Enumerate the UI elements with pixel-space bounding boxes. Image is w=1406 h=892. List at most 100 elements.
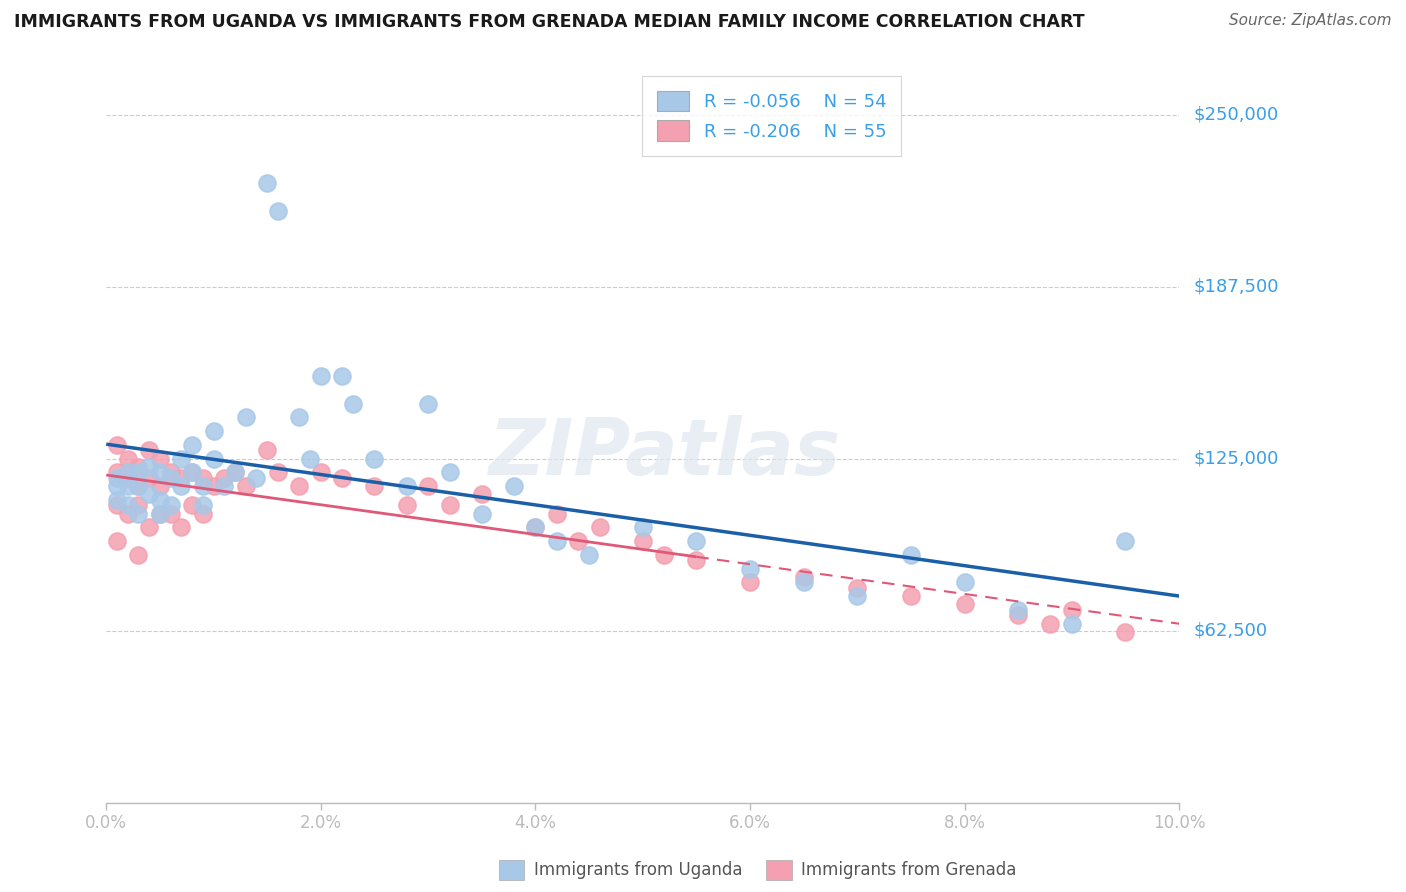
- Text: Immigrants from Grenada: Immigrants from Grenada: [801, 861, 1017, 879]
- Point: [117, 479, 139, 493]
- Point: [138, 443, 160, 458]
- Point: [105, 492, 128, 507]
- Point: [149, 451, 172, 466]
- Point: [170, 520, 193, 534]
- Point: [846, 581, 869, 595]
- Point: [105, 479, 128, 493]
- Point: [900, 548, 922, 562]
- Point: [191, 499, 214, 513]
- Point: [117, 499, 139, 513]
- Point: [138, 471, 160, 485]
- Point: [149, 507, 172, 521]
- Point: [127, 479, 149, 493]
- Text: $125,000: $125,000: [1194, 450, 1278, 467]
- Point: [224, 466, 246, 480]
- Point: [793, 575, 815, 590]
- Point: [202, 479, 225, 493]
- Point: [202, 451, 225, 466]
- Point: [738, 575, 761, 590]
- Point: [288, 479, 311, 493]
- Point: [685, 553, 707, 567]
- Point: [159, 507, 181, 521]
- Point: [181, 438, 204, 452]
- Point: [181, 499, 204, 513]
- Point: [288, 410, 311, 425]
- Point: [105, 438, 128, 452]
- Point: [546, 534, 568, 549]
- Point: [471, 487, 494, 501]
- Point: [224, 466, 246, 480]
- Point: [738, 562, 761, 576]
- Point: [127, 507, 149, 521]
- Point: [149, 479, 172, 493]
- Point: [1060, 616, 1083, 631]
- Legend: R = -0.056    N = 54, R = -0.206    N = 55: R = -0.056 N = 54, R = -0.206 N = 55: [643, 76, 901, 156]
- Point: [256, 177, 278, 191]
- Point: [170, 471, 193, 485]
- Point: [524, 520, 547, 534]
- Point: [149, 492, 172, 507]
- Point: [524, 520, 547, 534]
- Point: [546, 507, 568, 521]
- Point: [138, 487, 160, 501]
- Point: [439, 466, 461, 480]
- Point: [416, 396, 439, 410]
- Point: [105, 466, 128, 480]
- Point: [181, 466, 204, 480]
- Point: [127, 466, 149, 480]
- Point: [117, 451, 139, 466]
- Point: [342, 396, 364, 410]
- Point: [416, 479, 439, 493]
- Point: [181, 466, 204, 480]
- Point: [245, 471, 267, 485]
- Text: $250,000: $250,000: [1194, 105, 1278, 124]
- Point: [212, 471, 235, 485]
- Point: [567, 534, 589, 549]
- Point: [395, 499, 418, 513]
- Point: [503, 479, 526, 493]
- Point: [439, 499, 461, 513]
- Point: [1039, 616, 1062, 631]
- Point: [1114, 534, 1136, 549]
- Point: [900, 589, 922, 603]
- Point: [191, 471, 214, 485]
- Point: [256, 443, 278, 458]
- Point: [363, 451, 385, 466]
- Point: [631, 520, 654, 534]
- Text: $62,500: $62,500: [1194, 622, 1267, 640]
- Text: Source: ZipAtlas.com: Source: ZipAtlas.com: [1229, 13, 1392, 29]
- Point: [652, 548, 675, 562]
- Point: [105, 499, 128, 513]
- Point: [309, 369, 332, 384]
- Point: [471, 507, 494, 521]
- Point: [330, 369, 353, 384]
- Point: [191, 507, 214, 521]
- Point: [117, 507, 139, 521]
- Point: [105, 471, 128, 485]
- Point: [117, 466, 139, 480]
- Point: [330, 471, 353, 485]
- Point: [363, 479, 385, 493]
- Text: Immigrants from Uganda: Immigrants from Uganda: [534, 861, 742, 879]
- Point: [267, 203, 290, 218]
- Point: [235, 410, 257, 425]
- Point: [1007, 608, 1029, 623]
- Text: $187,500: $187,500: [1194, 277, 1278, 295]
- Point: [159, 466, 181, 480]
- Text: ZIPatlas: ZIPatlas: [488, 416, 841, 491]
- Point: [159, 499, 181, 513]
- Point: [953, 575, 976, 590]
- Point: [793, 570, 815, 584]
- Point: [127, 459, 149, 474]
- Point: [127, 548, 149, 562]
- Point: [1060, 603, 1083, 617]
- Point: [191, 479, 214, 493]
- Point: [149, 507, 172, 521]
- Point: [395, 479, 418, 493]
- Point: [212, 479, 235, 493]
- Point: [127, 479, 149, 493]
- Point: [1007, 603, 1029, 617]
- Point: [149, 466, 172, 480]
- Point: [846, 589, 869, 603]
- Point: [170, 479, 193, 493]
